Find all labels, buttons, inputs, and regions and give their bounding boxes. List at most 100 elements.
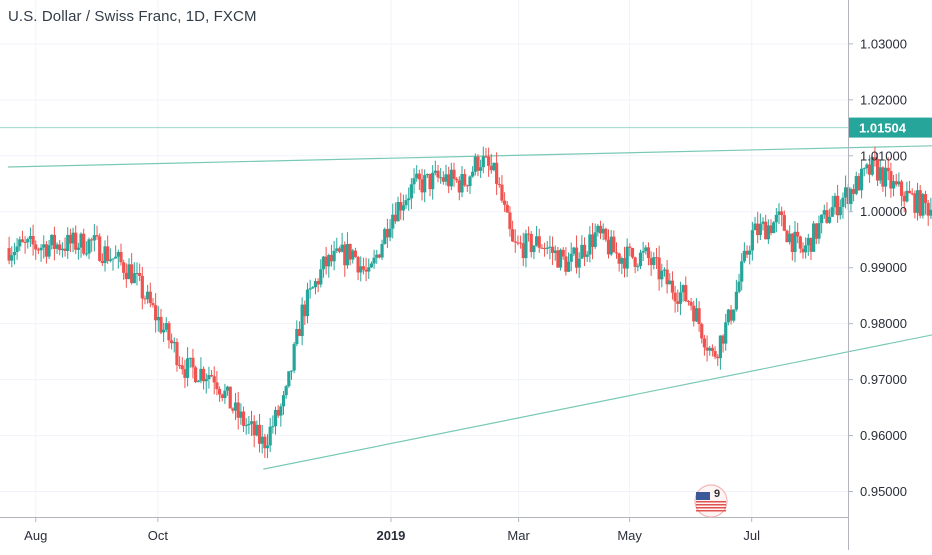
- candle-body: [924, 194, 927, 203]
- candle-body: [634, 257, 637, 266]
- candle-body: [119, 252, 122, 262]
- author-avatar-badge[interactable]: 9: [695, 485, 727, 517]
- candle-body: [724, 322, 727, 343]
- candle-body: [10, 255, 13, 260]
- flag-stripe-icon: [696, 507, 726, 509]
- candle-body: [455, 179, 458, 180]
- candle-body: [16, 246, 19, 252]
- candle-body: [290, 371, 293, 372]
- price-tick-label: 0.96000: [860, 428, 907, 443]
- candle-body: [506, 205, 509, 213]
- candle-body: [652, 257, 655, 265]
- candle-body: [354, 251, 357, 257]
- candle-body: [674, 293, 677, 302]
- candle-body: [751, 230, 754, 250]
- candle-body: [508, 213, 511, 230]
- candle-body: [562, 250, 565, 257]
- candle-body: [495, 163, 498, 184]
- candle-body: [647, 247, 650, 258]
- candle-body: [578, 259, 581, 268]
- candle-body: [612, 237, 615, 253]
- candle-body: [271, 426, 274, 427]
- candle-body: [98, 236, 101, 261]
- candle-body: [468, 176, 471, 186]
- candle-body: [908, 191, 911, 193]
- candle-body: [372, 258, 375, 264]
- candle-body: [567, 262, 570, 272]
- candle-body: [804, 245, 807, 252]
- candle-body: [863, 168, 866, 169]
- candle-body: [711, 348, 714, 351]
- candle-body: [418, 174, 421, 180]
- candle-body: [167, 323, 170, 340]
- trendline[interactable]: [8, 136, 932, 167]
- candle-body: [735, 292, 738, 310]
- candle-body: [388, 229, 391, 238]
- grid-layer: [0, 0, 848, 517]
- candle-body: [77, 248, 80, 250]
- chart-title: U.S. Dollar / Swiss Franc, 1D, FXCM: [8, 8, 257, 25]
- candle-body: [82, 234, 85, 254]
- candle-body: [628, 247, 631, 248]
- candle-body: [748, 251, 751, 255]
- candle-body: [615, 252, 618, 253]
- time-tick-label: Mar: [507, 528, 530, 543]
- candle-body: [817, 223, 820, 239]
- time-tick-label: Jul: [743, 528, 760, 543]
- candle-body: [87, 239, 90, 253]
- candle-body: [13, 252, 16, 255]
- candle-body: [412, 178, 415, 184]
- candle-body: [524, 234, 527, 259]
- axis-layer: 1.030001.020001.010001.000000.990000.980…: [0, 0, 907, 550]
- candle-body: [436, 171, 439, 178]
- candle-body: [287, 371, 290, 386]
- candle-body: [631, 248, 634, 257]
- candle-body: [122, 262, 125, 273]
- candle-body: [775, 215, 778, 222]
- candle-body: [306, 290, 309, 317]
- candle-body: [149, 292, 152, 303]
- candle-body: [247, 424, 250, 425]
- candle-body: [205, 379, 208, 381]
- candle-body: [772, 222, 775, 233]
- candle-body: [671, 281, 674, 293]
- price-tick-label: 1.02000: [860, 92, 907, 107]
- candle-body: [737, 282, 740, 292]
- candle-body: [215, 382, 218, 389]
- candle-body: [642, 251, 645, 253]
- candle-body: [626, 247, 629, 269]
- candle-body: [141, 276, 144, 298]
- flag-stripe-icon: [696, 501, 726, 503]
- candle-body: [660, 271, 663, 280]
- candle-body: [431, 173, 434, 189]
- candle-body: [700, 324, 703, 338]
- candle-body: [162, 330, 165, 333]
- candle-body: [47, 245, 50, 257]
- candle-body: [639, 253, 642, 266]
- candle-body: [333, 251, 336, 262]
- candle-body: [828, 217, 831, 223]
- candle-body: [503, 201, 506, 205]
- candle-body: [410, 184, 413, 198]
- time-tick-label: Oct: [148, 528, 169, 543]
- candle-body: [218, 389, 221, 394]
- candle-body: [423, 175, 426, 192]
- candle-body: [111, 258, 114, 259]
- candle-body: [471, 172, 474, 177]
- candle-body: [796, 232, 799, 237]
- last-price-label: 1.01504: [859, 121, 907, 136]
- candle-body: [839, 207, 842, 215]
- candle-body: [703, 338, 706, 347]
- flag-stripe-icon: [696, 510, 726, 512]
- candle-body: [570, 254, 573, 262]
- candle-body: [213, 376, 216, 382]
- candle-body: [732, 310, 735, 321]
- candle-body: [362, 266, 365, 269]
- candle-body: [463, 174, 466, 185]
- candle-body: [780, 211, 783, 215]
- time-tick-label: Aug: [24, 528, 47, 543]
- candle-body: [594, 232, 597, 247]
- candle-body: [175, 342, 178, 365]
